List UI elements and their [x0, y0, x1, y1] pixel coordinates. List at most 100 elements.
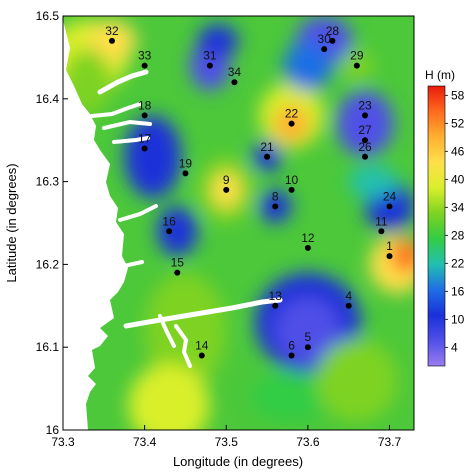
x-tick-label: 73.6: [296, 435, 320, 449]
sampling-point-label: 34: [228, 65, 242, 79]
x-tick-label: 73.5: [215, 435, 239, 449]
y-axis-title: Latitude (in degrees): [4, 163, 19, 282]
sampling-point-marker: [141, 62, 148, 69]
colorbar-tick-label: 40: [451, 172, 465, 186]
sampling-point-label: 5: [305, 330, 312, 344]
field-blob: [124, 115, 182, 199]
sampling-point-label: 13: [269, 289, 283, 303]
sampling-point-label: 26: [358, 140, 372, 154]
plot-frame: [62, 15, 415, 431]
sampling-point-marker: [264, 153, 271, 160]
x-axis-title: Longitude (in degrees): [173, 454, 303, 469]
sampling-point-label: 21: [260, 140, 274, 154]
colorbar-tick-label: 52: [451, 116, 465, 130]
sampling-point-marker: [288, 186, 295, 193]
creek: [174, 324, 192, 368]
colorbar-tick-label: 58: [451, 88, 465, 102]
field-blob: [144, 272, 227, 389]
sampling-point-label: 15: [171, 256, 185, 270]
sampling-point-marker: [272, 203, 279, 210]
y-tick-label: 16.4: [36, 92, 60, 106]
sampling-point-marker: [198, 352, 205, 359]
sampling-point-marker: [141, 112, 148, 119]
sampling-point-label: 17: [138, 131, 152, 145]
sampling-point-label: 11: [375, 214, 388, 228]
field-blob: [275, 297, 341, 364]
sampling-point-marker: [362, 153, 369, 160]
y-tick-label: 16.3: [36, 175, 60, 189]
sampling-point-label: 19: [179, 156, 193, 170]
field-blob: [316, 338, 398, 422]
field-blob: [348, 165, 398, 199]
creek: [90, 102, 142, 118]
sampling-point-label: 10: [285, 173, 299, 187]
colorbar-tick-label: 4: [451, 340, 458, 354]
sampling-point-label: 24: [383, 189, 397, 203]
field-blob: [197, 24, 239, 58]
y-axis: 16 16.1 16.2 16.3 16.4 16.5: [36, 9, 68, 437]
sampling-point-marker: [182, 170, 189, 177]
colorbar-title: H (m): [425, 68, 455, 82]
sampling-point-label: 4: [345, 289, 352, 303]
sampling-point-label: 31: [203, 49, 217, 63]
sampling-point-label: 16: [162, 214, 176, 228]
sampling-point-marker: [166, 228, 173, 235]
y-tick-label: 16: [46, 423, 60, 437]
sampling-point-label: 28: [326, 24, 340, 38]
sampling-point-label: 8: [272, 189, 279, 203]
colorbar-tick-label: 22: [451, 256, 465, 270]
field-blob: [283, 40, 333, 91]
colorbar-tick-label: 16: [451, 284, 465, 298]
sampling-point-marker: [272, 302, 279, 309]
colorbar-ticks: 58 52 46 40 34 28 22 16 10 4: [445, 88, 465, 354]
sampling-point-label: 1: [386, 239, 393, 253]
field-blob: [250, 372, 333, 422]
creek: [102, 119, 152, 130]
sampling-point-marker: [386, 203, 393, 210]
sampling-point-marker: [362, 137, 369, 144]
sampling-point-label: 6: [288, 338, 295, 352]
colorbar-tick-label: 46: [451, 144, 465, 158]
sampling-point-marker: [206, 62, 213, 69]
creek: [118, 204, 158, 222]
field-blob: [128, 363, 210, 430]
y-tick-label: 16.5: [36, 9, 60, 23]
sampling-point-label: 12: [301, 231, 315, 245]
sampling-point-label: 9: [223, 173, 230, 187]
sampling-point-marker: [108, 37, 115, 44]
sampling-point-label: 23: [358, 98, 372, 112]
colorbar-tick-label: 10: [451, 312, 465, 326]
field-blob: [391, 239, 414, 273]
sampling-point-marker: [329, 37, 336, 44]
sampling-point-marker: [353, 62, 360, 69]
sampling-point-marker: [304, 344, 311, 351]
sampling-point-marker: [386, 253, 393, 260]
sampling-point-marker: [288, 120, 295, 127]
x-tick-label: 73.3: [51, 435, 75, 449]
x-tick-label: 73.7: [378, 435, 402, 449]
field-blob: [156, 206, 198, 257]
creek: [123, 297, 283, 329]
sampling-point-marker: [174, 269, 181, 276]
sampling-point-label: 32: [105, 24, 119, 38]
creek: [122, 260, 144, 268]
creek: [97, 69, 149, 95]
creek: [112, 136, 150, 144]
sampling-point-label: 27: [358, 123, 372, 137]
sampling-point-marker: [223, 186, 230, 193]
sampling-point-marker: [288, 352, 295, 359]
colorbar: H (m) 58 52 46 40 34 28 22 16 10 4: [425, 68, 465, 367]
sampling-point-marker: [321, 46, 328, 53]
sampling-point-marker: [362, 112, 369, 119]
sampling-point-marker: [345, 302, 352, 309]
field-blobs: [63, 16, 414, 430]
x-axis: 73.3 73.4 73.5 73.6 73.7: [51, 425, 402, 449]
sampling-point-label: 29: [350, 49, 364, 63]
sampling-point-label: 22: [285, 107, 299, 121]
colorbar-bar: [427, 85, 446, 367]
creek: [158, 314, 176, 348]
sampling-point-label: 30: [318, 32, 332, 46]
y-tick-label: 16.2: [36, 257, 60, 271]
